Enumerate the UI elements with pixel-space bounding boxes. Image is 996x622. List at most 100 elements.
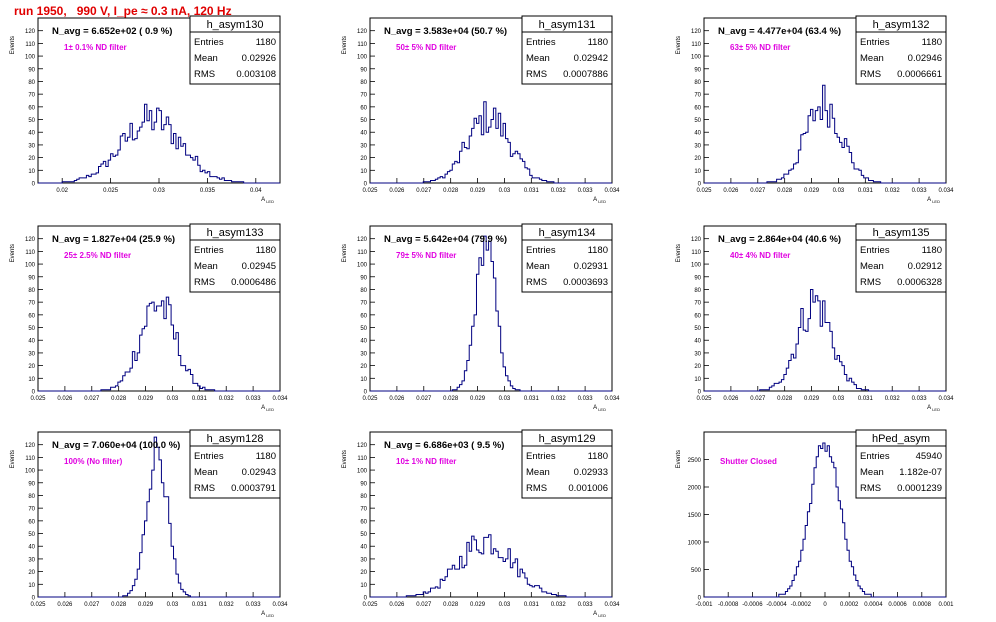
y-tick-label: 10 — [360, 377, 367, 383]
y-tick-label: 90 — [694, 67, 701, 73]
stats-key-mean: Mean — [526, 467, 550, 478]
x-tick-label: 0.0008 — [913, 602, 932, 608]
stats-value-entries: 45940 — [916, 451, 942, 462]
y-tick-label: 20 — [360, 364, 367, 370]
stats-key-rms: RMS — [860, 69, 881, 80]
y-tick-label: 80 — [694, 288, 701, 294]
stats-value-entries: 1180 — [922, 37, 942, 48]
stats-title: h_asym133 — [207, 227, 264, 239]
y-tick-label: 2000 — [688, 486, 702, 492]
y-tick-label: 40 — [694, 131, 701, 137]
y-tick-label: 70 — [694, 93, 701, 99]
navg-label: N_avg = 7.060e+04 (100.0 %) — [52, 440, 180, 451]
filter-annotation: 79± 5% ND filter — [396, 251, 456, 260]
y-tick-label: 90 — [28, 275, 35, 281]
x-tick-label: 0.03 — [167, 396, 179, 402]
histogram-panel-h_asym129: 0 10 20 30 40 50 60 70 80 90 100 110 120 0.025 0.026 0.… — [342, 429, 620, 618]
x-tick-label: 0.034 — [938, 396, 954, 402]
stats-title: h_asym135 — [873, 227, 930, 239]
y-tick-label: 50 — [28, 326, 35, 332]
x-tick-label: 0.029 — [470, 602, 486, 608]
y-tick-label: 70 — [360, 301, 367, 307]
stats-key-entries: Entries — [194, 245, 224, 256]
x-tick-label: 0.025 — [30, 396, 46, 402]
navg-label: N_avg = 4.477e+04 (63.4 %) — [718, 26, 841, 37]
stats-value-rms: 0.0006661 — [897, 69, 942, 80]
y-axis-label: Events — [342, 36, 348, 54]
y-tick-label: 40 — [360, 131, 367, 137]
x-tick-label: 0.025 — [30, 602, 46, 608]
x-tick-label: 0.028 — [111, 602, 127, 608]
stats-title: hPed_asym — [872, 433, 930, 445]
stats-key-entries: Entries — [194, 37, 224, 48]
x-tick-label: 0.029 — [804, 188, 820, 194]
stats-key-rms: RMS — [194, 69, 215, 80]
plot-frame — [37, 431, 281, 598]
y-axis-label: Events — [676, 36, 682, 54]
y-tick-label: 10 — [28, 377, 35, 383]
x-tick-label: 0.033 — [912, 188, 928, 194]
y-tick-label: 40 — [360, 545, 367, 551]
y-tick-label: 40 — [28, 131, 35, 137]
histogram-panel-h_asym134: 0 10 20 30 40 50 60 70 80 90 100 110 120 0.025 0.026 0.… — [342, 223, 620, 412]
x-tick-label: 0.034 — [272, 602, 288, 608]
y-tick-label: 2500 — [688, 458, 702, 464]
histogram-line — [704, 442, 946, 598]
y-tick-label: 30 — [360, 557, 367, 563]
y-tick-label: 30 — [28, 351, 35, 357]
stats-box — [521, 429, 613, 499]
y-tick-label: 30 — [28, 557, 35, 563]
stats-title: h_asym130 — [207, 19, 264, 31]
y-tick-label: 60 — [360, 519, 367, 525]
x-tick-label: -0.001 — [695, 602, 713, 608]
stats-key-mean: Mean — [526, 261, 550, 272]
y-tick-label: 20 — [28, 364, 35, 370]
y-tick-label: 70 — [28, 301, 35, 307]
y-tick-label: 20 — [28, 156, 35, 162]
canvas-title: run 1950, 990 V, I_pe ≈ 0.3 nA, 120 Hz — [14, 4, 232, 18]
stats-value-rms: 0.0003693 — [563, 277, 608, 288]
y-tick-label: 20 — [360, 570, 367, 576]
x-tick-label: 0.027 — [416, 396, 432, 402]
x-tick-label: 0.028 — [443, 396, 459, 402]
stats-value-mean: 0.02926 — [242, 53, 276, 64]
y-tick-label: 0 — [364, 596, 368, 602]
stats-value-entries: 1180 — [588, 451, 608, 462]
plot-frame — [37, 225, 281, 392]
x-tick-label: 0.026 — [389, 602, 405, 608]
stats-box — [189, 15, 281, 85]
stats-key-rms: RMS — [526, 69, 547, 80]
x-tick-label: 0.025 — [696, 188, 712, 194]
x-tick-label: 0.031 — [858, 396, 874, 402]
x-tick-label: 0.026 — [723, 396, 739, 402]
y-axis-label: Events — [10, 244, 16, 262]
y-tick-label: 100 — [357, 469, 368, 475]
y-tick-label: 90 — [360, 481, 367, 487]
x-tick-label: 0.0002 — [840, 602, 859, 608]
y-tick-label: 100 — [357, 263, 368, 269]
stats-title: h_asym132 — [873, 19, 930, 31]
x-tick-label: 0.028 — [443, 602, 459, 608]
x-tick-label: 0.031 — [524, 602, 540, 608]
filter-annotation: 1± 0.1% ND filter — [64, 43, 127, 52]
x-tick-label: 0.031 — [858, 188, 874, 194]
x-tick-label: 0.02 — [56, 188, 68, 194]
x-tick-label: 0.034 — [604, 396, 620, 402]
y-tick-label: 30 — [360, 143, 367, 149]
plot-frame — [369, 17, 613, 184]
stats-value-mean: 0.02933 — [574, 467, 608, 478]
stats-key-mean: Mean — [194, 467, 218, 478]
stats-key-rms: RMS — [194, 483, 215, 494]
x-tick-label: 0.026 — [57, 602, 73, 608]
navg-label: N_avg = 6.686e+03 ( 9.5 %) — [384, 440, 504, 451]
stats-box — [189, 223, 281, 293]
stats-title: h_asym128 — [207, 433, 264, 445]
stats-title: h_asym134 — [539, 227, 596, 239]
y-tick-label: 10 — [694, 169, 701, 175]
x-tick-label: 0.03 — [153, 188, 165, 194]
stats-value-mean: 0.02912 — [908, 261, 942, 272]
stats-key-entries: Entries — [526, 245, 556, 256]
x-tick-label: 0.025 — [103, 188, 119, 194]
y-tick-label: 0 — [698, 390, 702, 396]
